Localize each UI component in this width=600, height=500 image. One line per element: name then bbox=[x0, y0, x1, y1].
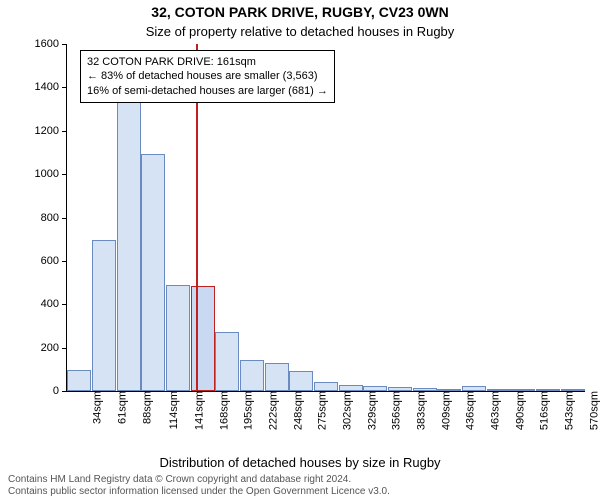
x-tick-label: 383sqm bbox=[412, 391, 428, 430]
x-tick-label: 302sqm bbox=[338, 391, 354, 430]
histogram-bar bbox=[511, 389, 535, 391]
histogram-bar bbox=[561, 389, 585, 391]
y-tick-label: 1600 bbox=[35, 38, 67, 50]
histogram-bar bbox=[265, 363, 289, 391]
histogram-bar bbox=[215, 332, 239, 391]
x-tick-label: 275sqm bbox=[313, 391, 329, 430]
info-box: 32 COTON PARK DRIVE: 161sqm ← 83% of det… bbox=[80, 50, 335, 103]
footer-line-2: Contains public sector information licen… bbox=[8, 486, 592, 498]
footer-line-1: Contains HM Land Registry data © Crown c… bbox=[8, 474, 592, 486]
x-axis-label: Distribution of detached houses by size … bbox=[0, 455, 600, 470]
histogram-bar bbox=[117, 92, 141, 391]
histogram-bar bbox=[314, 382, 338, 391]
y-tick-label: 800 bbox=[41, 212, 67, 224]
histogram-bar bbox=[141, 154, 165, 391]
histogram-bar bbox=[413, 388, 437, 391]
y-tick-label: 0 bbox=[53, 385, 67, 397]
histogram-bar bbox=[240, 360, 264, 391]
title-line-2: Size of property relative to detached ho… bbox=[0, 24, 600, 39]
histogram-bar bbox=[166, 285, 190, 391]
x-tick-label: 463sqm bbox=[486, 391, 502, 430]
y-tick-label: 400 bbox=[41, 298, 67, 310]
x-tick-label: 516sqm bbox=[535, 391, 551, 430]
info-line-2: ← 83% of detached houses are smaller (3,… bbox=[87, 69, 328, 83]
histogram-bar bbox=[437, 389, 461, 391]
x-tick-label: 222sqm bbox=[264, 391, 280, 430]
y-tick-label: 600 bbox=[41, 255, 67, 267]
x-tick-label: 543sqm bbox=[560, 391, 576, 430]
x-tick-label: 490sqm bbox=[510, 391, 526, 430]
histogram-bar bbox=[363, 386, 387, 391]
histogram-bar bbox=[191, 286, 215, 391]
footer: Contains HM Land Registry data © Crown c… bbox=[8, 474, 592, 498]
histogram-bar bbox=[92, 240, 116, 391]
x-tick-label: 61sqm bbox=[113, 391, 129, 424]
chart-container: 32, COTON PARK DRIVE, RUGBY, CV23 0WN Si… bbox=[0, 0, 600, 500]
x-tick-label: 329sqm bbox=[362, 391, 378, 430]
histogram-bar bbox=[388, 387, 412, 391]
histogram-bar bbox=[462, 386, 486, 391]
y-tick-label: 1400 bbox=[35, 81, 67, 93]
x-tick-label: 436sqm bbox=[461, 391, 477, 430]
histogram-bar bbox=[289, 371, 313, 391]
x-tick-label: 570sqm bbox=[584, 391, 600, 430]
info-line-3: 16% of semi-detached houses are larger (… bbox=[87, 84, 328, 98]
x-tick-label: 195sqm bbox=[239, 391, 255, 430]
histogram-bar bbox=[487, 389, 511, 391]
x-tick-label: 88sqm bbox=[137, 391, 153, 424]
x-tick-label: 248sqm bbox=[288, 391, 304, 430]
y-tick-label: 200 bbox=[41, 342, 67, 354]
x-tick-label: 114sqm bbox=[164, 391, 180, 429]
histogram-bar bbox=[339, 385, 363, 392]
y-tick-label: 1200 bbox=[35, 125, 67, 137]
y-tick-label: 1000 bbox=[35, 168, 67, 180]
x-tick-label: 168sqm bbox=[214, 391, 230, 430]
x-tick-label: 141sqm bbox=[190, 391, 206, 430]
x-tick-label: 409sqm bbox=[436, 391, 452, 430]
histogram-bar bbox=[536, 389, 560, 391]
info-line-1: 32 COTON PARK DRIVE: 161sqm bbox=[87, 55, 328, 69]
x-tick-label: 356sqm bbox=[387, 391, 403, 430]
histogram-bar bbox=[67, 370, 91, 391]
x-tick-label: 34sqm bbox=[88, 391, 104, 424]
title-line-1: 32, COTON PARK DRIVE, RUGBY, CV23 0WN bbox=[0, 4, 600, 20]
